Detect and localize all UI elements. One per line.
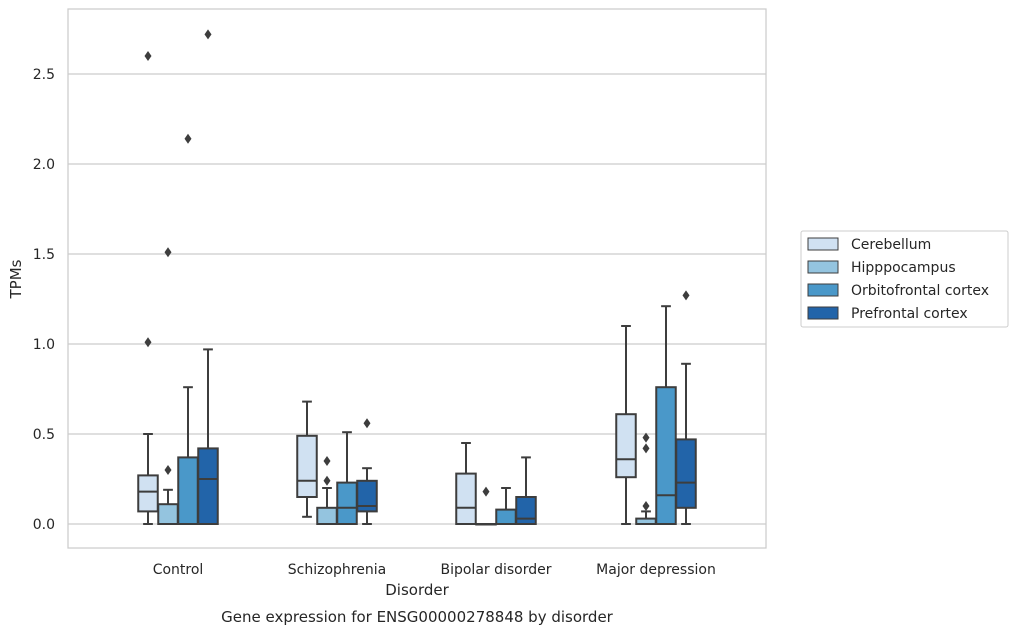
box-body [336,481,358,526]
box-body [177,456,199,525]
box-hipppocampus-2 [475,486,497,526]
box-hipppocampus-3 [635,432,657,525]
box-prefrontal-cortex-0 [197,29,219,525]
y-axis-label: TPMs [7,259,25,299]
legend-label: Prefrontal cortex [851,306,968,322]
flier-point [682,290,690,301]
box-prefrontal-cortex-2 [515,456,537,525]
box-body [655,386,677,526]
y-tick-label: 0.5 [33,427,55,443]
flier-point [323,475,331,486]
box-body [495,508,517,526]
flier-point [642,432,650,443]
box-orbitofrontal-cortex-2 [495,487,517,526]
box-prefrontal-cortex-3 [675,290,697,525]
x-tick-label: Control [153,562,204,578]
boxes [137,29,697,526]
chart-caption: Gene expression for ENSG00000278848 by d… [221,608,614,626]
flier-point [204,29,212,40]
x-axis-label: Disorder [385,581,449,599]
box-cerebellum-1 [296,400,318,518]
box-body [675,438,697,509]
flier-point [164,465,172,475]
box-body [197,447,219,525]
legend-frame [800,230,1009,328]
legend-swatch [807,306,839,320]
flier-point [144,51,152,61]
box-orbitofrontal-cortex-0 [177,133,199,525]
box-hipppocampus-0 [157,247,179,526]
flier-point [164,247,172,258]
box-body [137,474,159,513]
legend-label: Hipppocampus [851,260,956,276]
y-tick-label: 1.5 [33,247,55,263]
y-tick-label: 2.5 [33,67,55,83]
y-tick-label: 2.0 [33,157,55,173]
box-cerebellum-0 [137,51,159,525]
box-body [157,503,179,526]
x-tick-label: Bipolar disorder [440,562,551,578]
box-body [455,472,477,526]
legend-label: Cerebellum [851,237,931,253]
x-axis-ticks: Control Schizophrenia Bipolar disorder Majo… [153,562,716,578]
flier-point [363,418,371,429]
box-body [356,479,378,513]
flier-point [323,456,331,466]
box-prefrontal-cortex-1 [356,418,378,525]
y-axis-ticks: 0.0 0.5 1.0 1.5 2.0 2.5 [33,67,55,533]
legend-swatch [807,237,839,251]
flier-point [642,443,650,454]
legend-swatch [807,260,839,274]
flier-point [482,486,490,497]
box-cerebellum-3 [615,325,637,525]
legend: Cerebellum Hipppocampus Orbitofrontal cort… [800,230,1009,328]
flier-point [184,133,192,144]
box-cerebellum-2 [455,442,477,526]
box-body [515,496,537,525]
flier-point [144,337,152,348]
x-tick-label: Schizophrenia [288,562,386,578]
legend-label: Orbitofrontal cortex [851,283,989,299]
flier-point [642,501,650,511]
legend-swatch [807,283,839,297]
box-body [316,506,338,525]
y-tick-label: 0.0 [33,517,55,533]
box-body [615,413,637,479]
y-tick-label: 1.0 [33,337,55,353]
x-tick-label: Major depression [596,562,716,578]
box-body [296,434,318,498]
